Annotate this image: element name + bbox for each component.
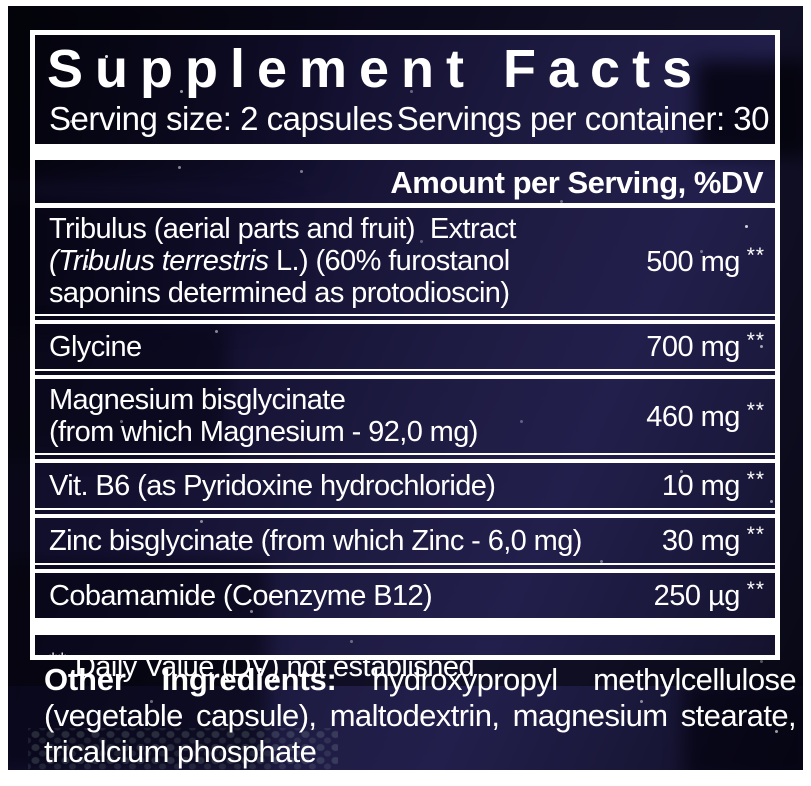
- ingredient-amount: 250 µg **: [653, 578, 765, 612]
- ingredient-amount: 30 mg **: [661, 523, 765, 557]
- ingredient-amount: 500 mg **: [646, 243, 765, 278]
- dv-asterisks: **: [739, 398, 765, 422]
- ingredient-row: Zinc bisglycinate (from which Zinc - 6,0…: [35, 518, 775, 563]
- ingredient-row: Magnesium bisglycinate (from which Magnes…: [35, 379, 775, 453]
- other-ingredients-text-value: hydroxypropyl methylcellulose (vegetable…: [44, 662, 797, 769]
- thick-rule: [35, 144, 775, 160]
- stars-decoration: [8, 6, 11, 9]
- ingredient-row: Glycine 700 mg **: [35, 324, 775, 369]
- dv-asterisks: **: [739, 468, 765, 491]
- other-ingredients: Other Ingredients: hydroxypropyl methylc…: [44, 662, 797, 770]
- ingredient-name: Tribulus (aerial parts and fruit) Extrac…: [49, 213, 517, 309]
- supplement-label: Supplement Facts Serving size: 2 capsule…: [8, 6, 803, 770]
- ingredient-row: Cobamamide (Coenzyme B12) 250 µg **: [35, 573, 775, 618]
- amount-per-serving-header: Amount per Serving, %DV: [390, 165, 763, 200]
- daily-value-footnote: ** Daily Value (DV) not established: [35, 635, 775, 684]
- row-separator: [35, 453, 775, 463]
- thin-rule: [35, 203, 775, 208]
- ingredient-name: Cobamamide (Coenzyme B12): [49, 579, 433, 612]
- row-separator: [35, 314, 775, 324]
- ingredient-name: Zinc bisglycinate (from which Zinc - 6,0…: [49, 524, 582, 557]
- ingredient-amount: 460 mg **: [646, 398, 765, 433]
- footnote-text-value: Daily Value (DV) not established: [74, 651, 475, 683]
- other-ingredients-label: Other Ingredients:: [44, 662, 337, 697]
- ingredient-rows: Tribulus (aerial parts and fruit) Extrac…: [35, 208, 775, 618]
- ingredient-row: Tribulus (aerial parts and fruit) Extrac…: [35, 208, 775, 314]
- supplement-facts-panel: Supplement Facts Serving size: 2 capsule…: [30, 30, 780, 683]
- ingredient-name: Magnesium bisglycinate (from which Magnes…: [49, 384, 478, 448]
- ingredient-row: Vit. B6 (as Pyridoxine hydrochloride) 10 …: [35, 463, 775, 508]
- dv-asterisks: **: [739, 523, 765, 546]
- dv-asterisks: **: [739, 243, 765, 267]
- ingredient-name: Vit. B6 (as Pyridoxine hydrochloride): [49, 469, 496, 502]
- panel-title: Supplement Facts: [47, 39, 705, 99]
- row-separator: [35, 563, 775, 573]
- row-separator: [35, 508, 775, 518]
- servings-per-container: Servings per container: 30: [396, 100, 770, 137]
- halftone-decoration: [28, 728, 338, 770]
- ingredient-amount: 700 mg **: [646, 329, 765, 363]
- footnote-asterisks: **: [49, 649, 68, 672]
- row-separator: [35, 369, 775, 379]
- serving-row: Serving size: 2 capsules Servings per co…: [35, 98, 775, 137]
- dv-asterisks: **: [739, 329, 765, 352]
- dv-asterisks: **: [739, 578, 765, 601]
- serving-size: Serving size: 2 capsules: [49, 100, 393, 137]
- ingredient-name: Glycine: [49, 330, 142, 363]
- ingredient-amount: 10 mg **: [661, 468, 765, 502]
- thick-rule: [35, 618, 775, 635]
